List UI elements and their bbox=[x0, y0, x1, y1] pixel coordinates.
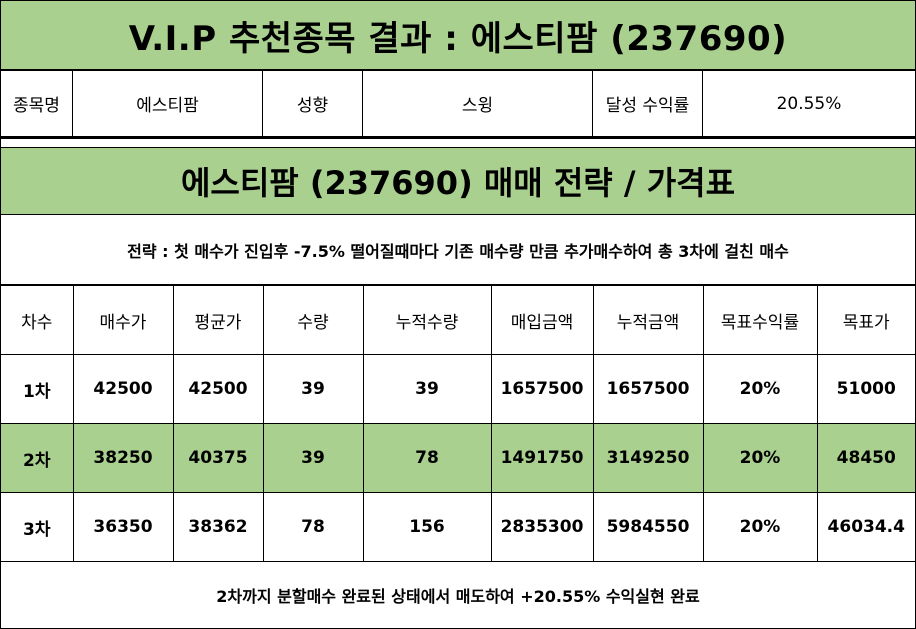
table-cell: 48450 bbox=[816, 423, 915, 493]
table-cell: 20% bbox=[702, 354, 818, 424]
table-cell: 40375 bbox=[172, 423, 264, 493]
table-cell: 78 bbox=[362, 423, 492, 493]
table-row: 3차 36350 38362 78 156 2835300 5984550 20… bbox=[1, 492, 915, 562]
strategy-description: 전략 : 첫 매수가 진입후 -7.5% 떨어질때마다 기존 매수량 만큼 추가… bbox=[1, 215, 915, 285]
table-cell: 39 bbox=[262, 423, 364, 493]
strategy-text: 전략 : 첫 매수가 진입후 -7.5% 떨어질때마다 기존 매수량 만큼 추가… bbox=[127, 241, 789, 261]
return-value: 20.55% bbox=[776, 93, 842, 114]
table-header-row: 차수 매수가 평균가 수량 누적수량 매입금액 누적금액 목표수익률 목표가 bbox=[1, 285, 915, 355]
table-cell: 3차 bbox=[1, 492, 74, 562]
col-header: 누적금액 bbox=[592, 285, 704, 355]
result-footer: 2차까지 분할매수 완료된 상태에서 매도하여 +20.55% 수익실현 완료 bbox=[1, 561, 915, 628]
table-cell: 3149250 bbox=[592, 423, 704, 493]
table-cell: 42500 bbox=[72, 354, 174, 424]
table-row-highlighted: 2차 38250 40375 39 78 1491750 3149250 20%… bbox=[1, 423, 915, 493]
table-cell: 1657500 bbox=[592, 354, 704, 424]
table-cell: 38362 bbox=[172, 492, 264, 562]
col-header: 매수가 bbox=[72, 285, 174, 355]
table-cell: 2835300 bbox=[490, 492, 594, 562]
col-header: 목표수익률 bbox=[702, 285, 818, 355]
table-cell: 46034.4 bbox=[816, 492, 915, 562]
col-header: 평균가 bbox=[172, 285, 264, 355]
table-cell: 2차 bbox=[1, 423, 74, 493]
table-cell: 39 bbox=[362, 354, 492, 424]
table-cell: 78 bbox=[262, 492, 364, 562]
col-header: 누적수량 bbox=[362, 285, 492, 355]
stock-name-label: 종목명 bbox=[1, 71, 73, 136]
table-cell: 51000 bbox=[816, 354, 915, 424]
table-cell: 42500 bbox=[172, 354, 264, 424]
table-cell: 156 bbox=[362, 492, 492, 562]
price-table: 차수 매수가 평균가 수량 누적수량 매입금액 누적금액 목표수익률 목표가 1… bbox=[1, 285, 915, 562]
return-label: 달성 수익률 bbox=[593, 71, 703, 136]
stock-name-value: 에스티팜 bbox=[73, 71, 263, 136]
table-cell: 1차 bbox=[1, 354, 74, 424]
title-banner: V.I.P 추천종목 결과 : 에스티팜 (237690) bbox=[1, 1, 915, 71]
table-cell: 1657500 bbox=[490, 354, 594, 424]
style-label: 성향 bbox=[263, 71, 363, 136]
table-cell: 39 bbox=[262, 354, 364, 424]
table-cell: 5984550 bbox=[592, 492, 704, 562]
table-row: 1차 42500 42500 39 39 1657500 1657500 20%… bbox=[1, 354, 915, 424]
col-header: 목표가 bbox=[816, 285, 915, 355]
col-header: 매입금액 bbox=[490, 285, 594, 355]
col-header: 차수 bbox=[1, 285, 74, 355]
strategy-title-banner: 에스티팜 (237690) 매매 전략 / 가격표 bbox=[1, 147, 915, 215]
table-cell: 38250 bbox=[72, 423, 174, 493]
page-title: V.I.P 추천종목 결과 : 에스티팜 (237690) bbox=[128, 18, 788, 59]
stock-info-row: 종목명 에스티팜 성향 스윙 달성 수익률 20.55% bbox=[1, 71, 915, 139]
table-cell: 36350 bbox=[72, 492, 174, 562]
table-cell: 20% bbox=[702, 423, 818, 493]
style-value: 스윙 bbox=[363, 71, 593, 136]
strategy-title: 에스티팜 (237690) 매매 전략 / 가격표 bbox=[180, 164, 736, 202]
col-header: 수량 bbox=[262, 285, 364, 355]
table-cell: 20% bbox=[702, 492, 818, 562]
result-text: 2차까지 분할매수 완료된 상태에서 매도하여 +20.55% 수익실현 완료 bbox=[216, 587, 700, 606]
table-cell: 1491750 bbox=[490, 423, 594, 493]
